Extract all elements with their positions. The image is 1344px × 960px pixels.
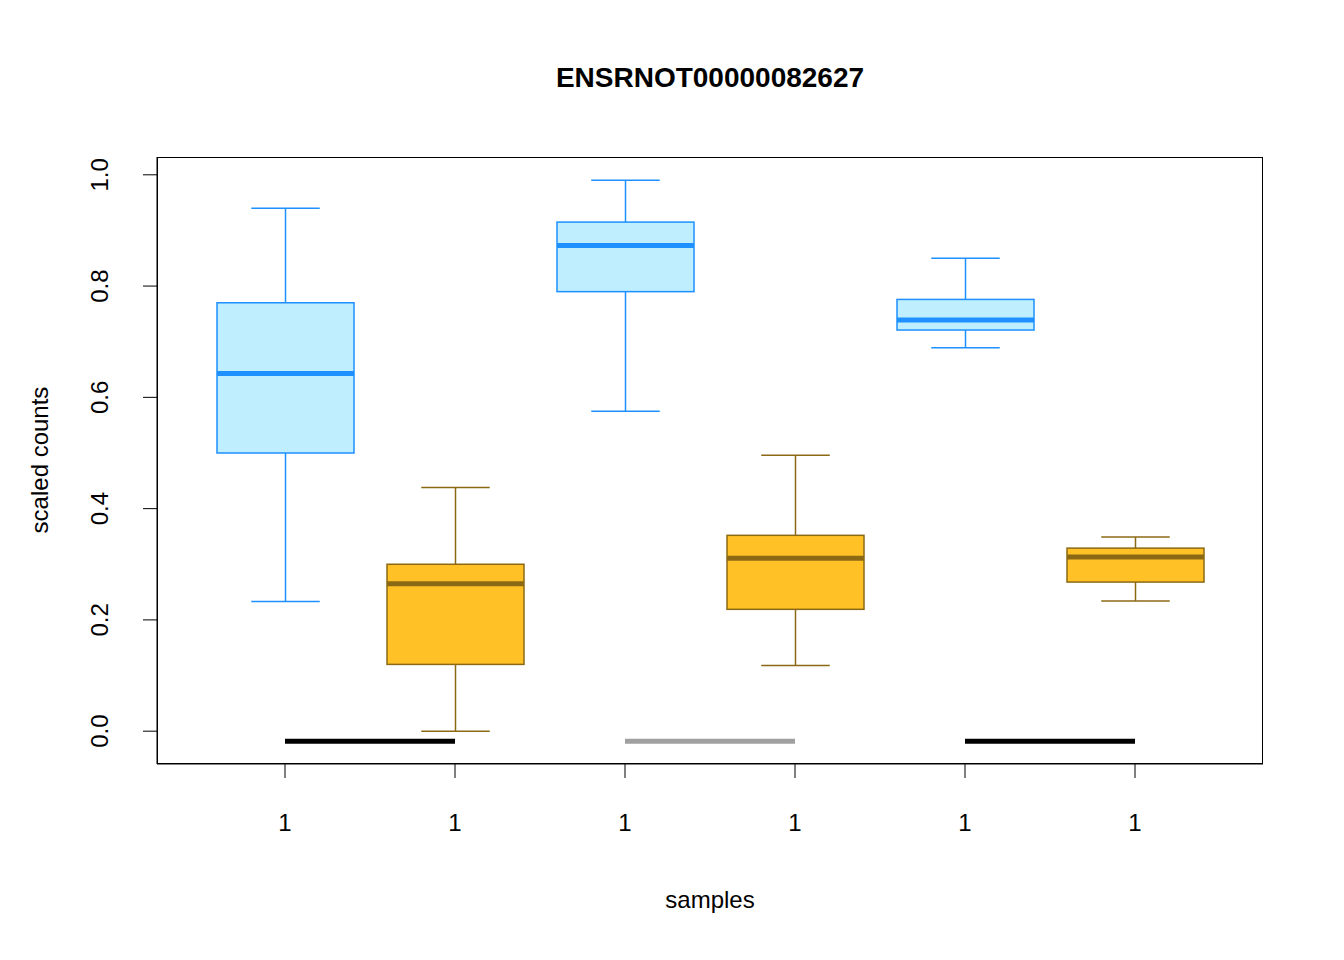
html-text:ENSRNOT00000082627: ENSRNOT00000082627 [555,62,865,93]
svg-text:1: 1 [788,809,801,836]
svg-text:1: 1 [618,809,631,836]
html-text:samples: samples [665,886,755,913]
svg-text:1: 1 [448,809,461,836]
svg-text:1: 1 [278,809,291,836]
svg-text:0.2: 0.2 [87,603,114,636]
svg-text:0.0: 0.0 [87,714,114,747]
svg-text:0.6: 0.6 [87,381,114,414]
html-text:scaled counts: scaled counts [26,386,53,534]
svg-text:0.8: 0.8 [87,269,114,302]
svg-text:1: 1 [958,809,971,836]
svg-text:0.4: 0.4 [87,492,114,525]
svg-text:1.0: 1.0 [87,158,114,191]
svg-text:1: 1 [1128,809,1141,836]
